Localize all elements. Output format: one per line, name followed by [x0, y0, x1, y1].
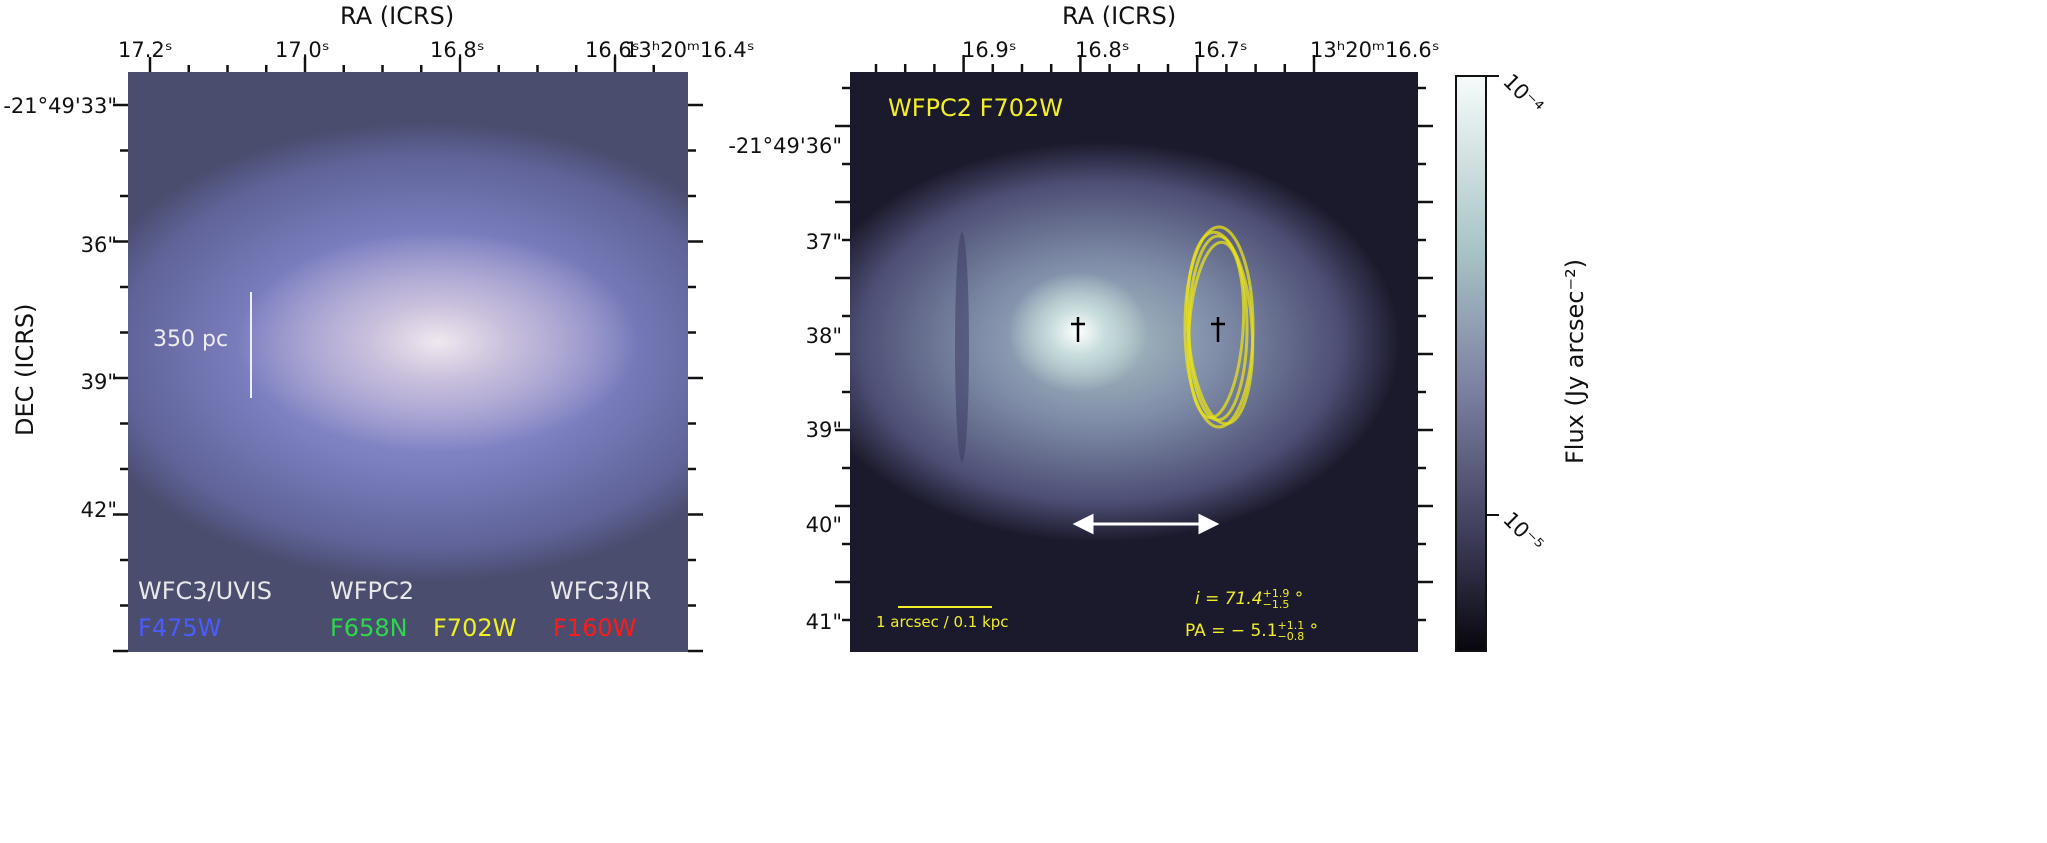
degree-symbol: °: [1309, 621, 1319, 641]
right-x-tick: 13ʰ20ᵐ16.6ˢ: [1310, 38, 1440, 62]
overlay: [898, 225, 1255, 608]
right-y-tick: 38": [805, 324, 842, 348]
inclination-label: i = 71.4+1.9 −1.5 °: [1195, 588, 1303, 610]
left-x-tick: 16.8ˢ: [430, 38, 485, 62]
inclination-value: i = 71.4: [1195, 589, 1263, 609]
left-y-tick: 42": [80, 498, 117, 522]
instrument-label: WFC3/IR: [550, 577, 652, 605]
right-y-tick: 37": [805, 230, 842, 254]
double-arrow: [1072, 513, 1220, 535]
filter-label: F160W: [553, 614, 637, 642]
right-y-tick: 40": [805, 513, 842, 537]
left-y-tick: 39": [80, 370, 117, 394]
instrument-label: WFC3/UVIS: [138, 577, 272, 605]
right-y-tick: -21°49'36": [728, 134, 842, 158]
pa-label: PA = − 5.1+1.1 −0.8 °: [1185, 620, 1318, 642]
cross-markers: [1071, 317, 1225, 342]
right-x-axis-title: RA (ICRS): [1062, 2, 1177, 30]
left-x-tick: 13ʰ20ᵐ16.4ˢ: [625, 38, 755, 62]
colorbar-tick: [1487, 75, 1499, 77]
inclination-lower-error: −1.5: [1262, 598, 1290, 611]
instrument-label: WFPC2: [330, 577, 415, 605]
left-x-axis-title: RA (ICRS): [340, 2, 455, 30]
left-x-tick: 17.0ˢ: [275, 38, 330, 62]
colorbar-label: Flux (Jy arcsec⁻²): [1561, 258, 1589, 464]
filter-label: F475W: [138, 614, 222, 642]
colorbar-tick: [1487, 514, 1499, 516]
fitted-ellipses: [1183, 225, 1255, 429]
right-f702w-image: WFPC2 F702W 1 arcsec / 0.1 kpc i = 71.4+…: [850, 72, 1418, 652]
right-y-tick: 41": [805, 610, 842, 634]
pa-lower-error: −0.8: [1277, 630, 1305, 643]
pa-upper-error: +1.1: [1277, 619, 1305, 632]
left-y-tick: 36": [80, 233, 117, 257]
dust-lane: [955, 232, 969, 462]
left-y-tick: -21°49'33": [3, 94, 117, 118]
filter-label: F702W: [433, 614, 517, 642]
degree-symbol: °: [1294, 589, 1304, 609]
right-x-tick: 16.9ˢ: [962, 38, 1017, 62]
scale-bar: [250, 292, 252, 398]
scale-bar-label: 1 arcsec / 0.1 kpc: [876, 613, 1009, 631]
left-rgb-image: 350 pc WFC3/UVIS WFPC2 WFC3/IR F475W F65…: [128, 72, 688, 652]
inclination-upper-error: +1.9: [1262, 587, 1290, 600]
colorbar: [1455, 75, 1487, 652]
right-x-tick: 16.7ˢ: [1193, 38, 1248, 62]
panel-label: WFPC2 F702W: [888, 94, 1064, 122]
right-y-tick: 39": [805, 418, 842, 442]
pa-value: PA = − 5.1: [1185, 621, 1278, 641]
filter-label: F658N: [330, 614, 408, 642]
right-x-tick: 16.8ˢ: [1075, 38, 1130, 62]
left-x-tick: 17.2ˢ: [118, 38, 173, 62]
scale-bar-label: 350 pc: [153, 327, 229, 352]
left-x-tick: 16.6ˢ: [585, 38, 640, 62]
